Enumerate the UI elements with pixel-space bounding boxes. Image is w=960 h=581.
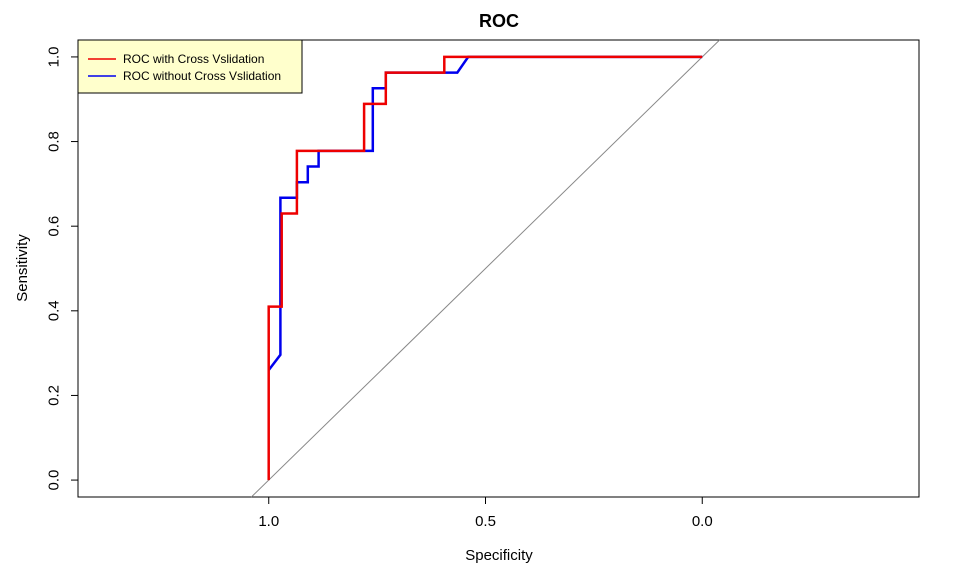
x-axis-title: Specificity [465,547,533,564]
reference-diagonal-line [251,39,720,498]
x-tick-label: 0.5 [475,513,496,530]
x-tick-label: 1.0 [258,513,279,530]
series-layer [267,55,703,481]
y-tick-label: 0.8 [46,131,63,152]
y-tick-label: 0.6 [46,216,63,237]
x-tick-label: 0.0 [692,513,713,530]
y-tick-label: 0.0 [46,470,63,491]
y-axis-title: Sensitivity [14,234,31,302]
x-axis: 1.0 0.5 0.0 [258,496,713,530]
series-line-roc-with-cross-vslidation [267,55,703,481]
legend: ROC with Cross Vslidation ROC without Cr… [77,39,303,94]
y-axis: 0.0 0.2 0.4 0.6 0.8 1.0 [46,46,79,491]
legend-box [77,39,303,94]
y-tick-label: 0.4 [46,300,63,321]
reference-line-layer [251,39,720,498]
legend-entry-0: ROC with Cross Vslidation [123,52,264,66]
legend-entry-1: ROC without Cross Vslidation [123,69,281,83]
y-tick-label: 0.2 [46,385,63,406]
y-tick-label: 1.0 [46,46,63,67]
chart-title: ROC [479,11,519,31]
